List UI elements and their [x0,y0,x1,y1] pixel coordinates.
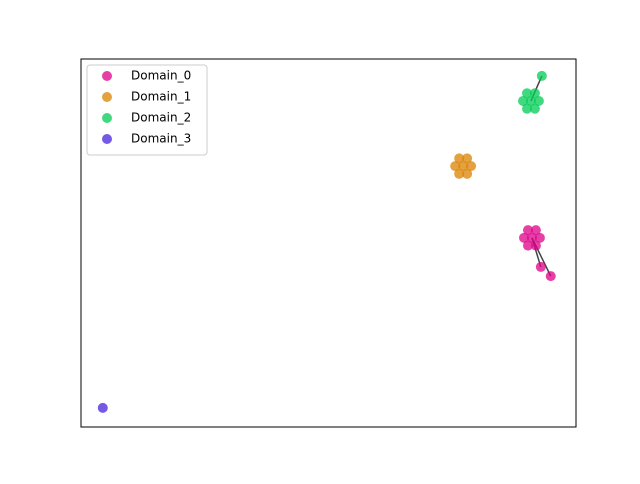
legend-marker [102,92,112,102]
point [533,95,544,106]
point [462,168,473,179]
point [545,271,556,282]
legend-marker [102,134,112,144]
point [521,103,532,114]
legend-label: Domain_3 [131,132,191,146]
legend-label: Domain_2 [131,111,191,125]
point [529,103,540,114]
point [522,240,533,251]
point [530,240,541,251]
point [521,88,532,99]
point [518,95,529,106]
legend-marker [102,71,112,81]
point [466,161,477,172]
point [519,232,530,243]
point [536,70,547,81]
point [454,153,465,164]
point [529,88,540,99]
point [454,168,465,179]
point [535,261,546,272]
point [530,225,541,236]
point [462,153,473,164]
points [97,70,556,413]
point [458,161,469,172]
point [526,232,537,243]
legend-marker [102,113,112,123]
point [97,402,108,413]
point [525,95,536,106]
point [450,161,461,172]
legend-label: Domain_1 [131,90,191,104]
legend-frame [86,64,208,156]
point [534,232,545,243]
legend-label: Domain_0 [131,69,191,83]
point [522,225,533,236]
legend: Domain_0 Domain_1 Domain_2 Domain_3 [86,64,208,156]
plot-frame [80,58,577,428]
